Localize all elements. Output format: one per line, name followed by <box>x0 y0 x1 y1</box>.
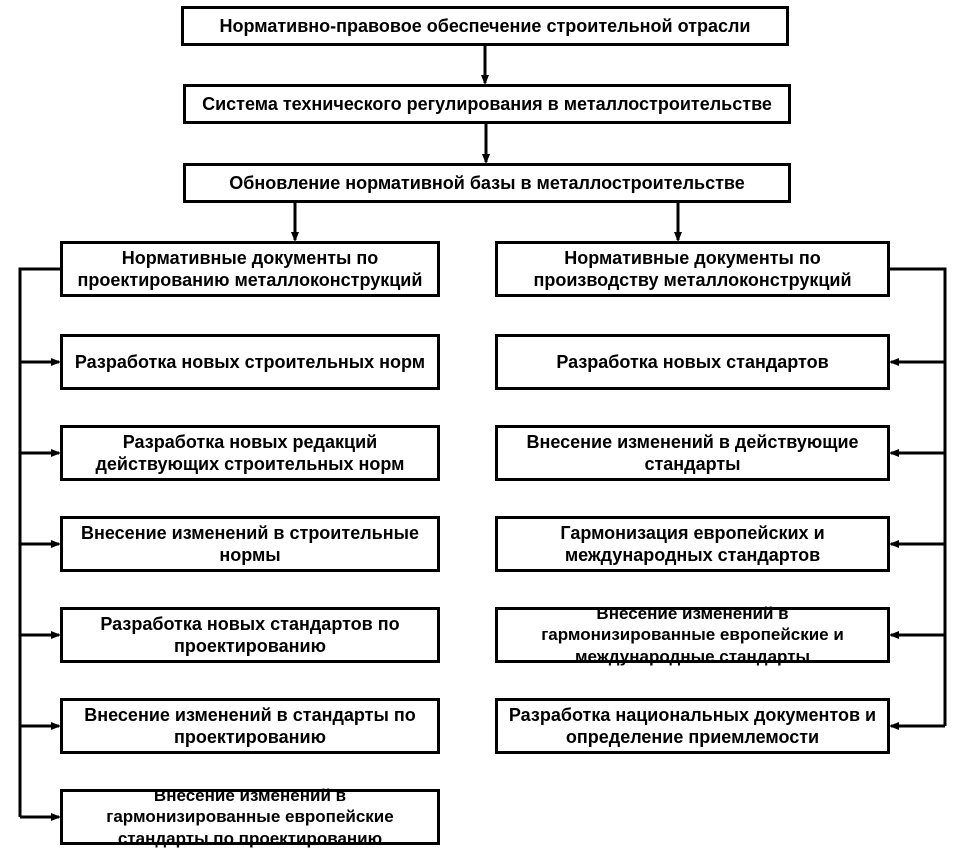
node-label: Гармонизация европейских и международных… <box>508 522 877 567</box>
node-label: Обновление нормативной базы в металлостр… <box>229 172 744 195</box>
node-label: Разработка новых стандартов <box>556 351 828 374</box>
node-label: Внесение изменений в стандарты по проект… <box>73 704 427 749</box>
node-label: Внесение изменений в гармонизированные е… <box>508 603 877 667</box>
node-label: Разработка новых редакций действующих ст… <box>73 431 427 476</box>
node-right-5: Разработка национальных документов и опр… <box>495 698 890 754</box>
node-label: Внесение изменений в действующие стандар… <box>508 431 877 476</box>
node-top-3: Обновление нормативной базы в металлостр… <box>183 163 791 203</box>
node-left-4: Разработка новых стандартов по проектиро… <box>60 607 440 663</box>
node-label: Внесение изменений в гармонизированные е… <box>73 785 427 849</box>
node-left-5: Внесение изменений в стандарты по проект… <box>60 698 440 754</box>
node-right-2: Внесение изменений в действующие стандар… <box>495 425 890 481</box>
node-right-4: Внесение изменений в гармонизированные е… <box>495 607 890 663</box>
node-branch-left: Нормативные документы по проектированию … <box>60 241 440 297</box>
node-label: Нормативные документы по производству ме… <box>508 247 877 292</box>
node-branch-right: Нормативные документы по производству ме… <box>495 241 890 297</box>
node-right-1: Разработка новых стандартов <box>495 334 890 390</box>
node-label: Нормативные документы по проектированию … <box>73 247 427 292</box>
node-top-2: Система технического регулирования в мет… <box>183 84 791 124</box>
node-left-1: Разработка новых строительных норм <box>60 334 440 390</box>
node-left-3: Внесение изменений в строительные нормы <box>60 516 440 572</box>
node-label: Система технического регулирования в мет… <box>202 93 772 116</box>
node-left-6: Внесение изменений в гармонизированные е… <box>60 789 440 845</box>
node-label: Разработка новых строительных норм <box>75 351 425 374</box>
node-label: Нормативно-правовое обеспечение строител… <box>220 15 751 38</box>
node-label: Внесение изменений в строительные нормы <box>73 522 427 567</box>
node-label: Разработка новых стандартов по проектиро… <box>73 613 427 658</box>
node-right-3: Гармонизация европейских и международных… <box>495 516 890 572</box>
node-label: Разработка национальных документов и опр… <box>508 704 877 749</box>
node-top-1: Нормативно-правовое обеспечение строител… <box>181 6 789 46</box>
node-left-2: Разработка новых редакций действующих ст… <box>60 425 440 481</box>
